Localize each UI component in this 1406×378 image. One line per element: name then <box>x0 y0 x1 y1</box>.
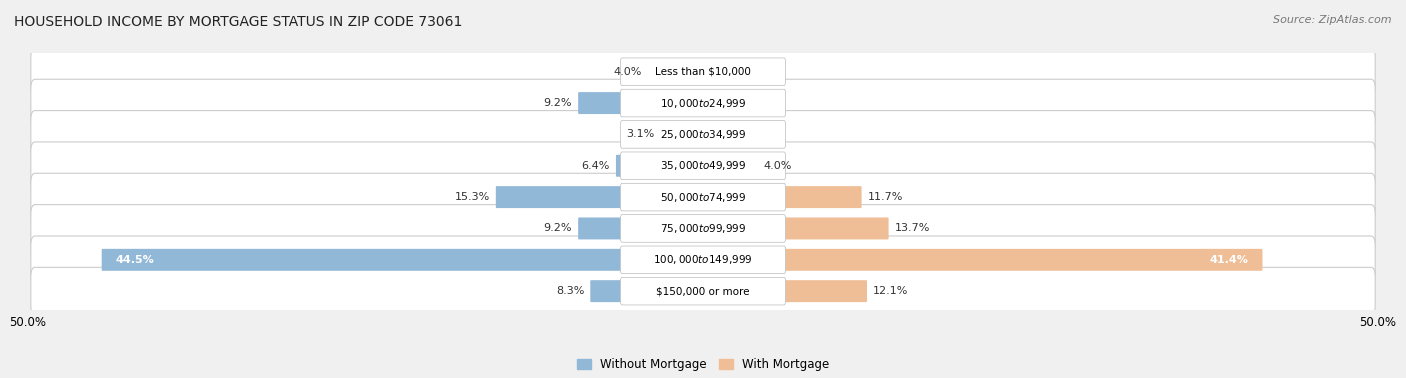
FancyBboxPatch shape <box>703 249 1263 271</box>
FancyBboxPatch shape <box>620 246 786 274</box>
FancyBboxPatch shape <box>620 152 786 180</box>
FancyBboxPatch shape <box>31 142 1375 190</box>
FancyBboxPatch shape <box>31 79 1375 127</box>
Text: 9.2%: 9.2% <box>544 223 572 234</box>
Text: 8.3%: 8.3% <box>555 286 585 296</box>
FancyBboxPatch shape <box>703 186 862 208</box>
Text: 11.7%: 11.7% <box>868 192 903 202</box>
Text: 3.1%: 3.1% <box>626 129 654 139</box>
Text: HOUSEHOLD INCOME BY MORTGAGE STATUS IN ZIP CODE 73061: HOUSEHOLD INCOME BY MORTGAGE STATUS IN Z… <box>14 15 463 29</box>
FancyBboxPatch shape <box>31 236 1375 284</box>
Text: 9.2%: 9.2% <box>544 98 572 108</box>
FancyBboxPatch shape <box>496 186 703 208</box>
Text: Less than $10,000: Less than $10,000 <box>655 67 751 77</box>
Text: $10,000 to $24,999: $10,000 to $24,999 <box>659 96 747 110</box>
Text: 4.0%: 4.0% <box>763 161 792 171</box>
FancyBboxPatch shape <box>31 267 1375 315</box>
FancyBboxPatch shape <box>620 58 786 85</box>
FancyBboxPatch shape <box>703 217 889 239</box>
Legend: Without Mortgage, With Mortgage: Without Mortgage, With Mortgage <box>572 353 834 376</box>
FancyBboxPatch shape <box>616 155 703 177</box>
FancyBboxPatch shape <box>620 89 786 117</box>
FancyBboxPatch shape <box>31 173 1375 221</box>
Text: 4.0%: 4.0% <box>614 67 643 77</box>
Text: $100,000 to $149,999: $100,000 to $149,999 <box>654 253 752 266</box>
Text: $75,000 to $99,999: $75,000 to $99,999 <box>659 222 747 235</box>
Text: 12.1%: 12.1% <box>873 286 908 296</box>
Text: 15.3%: 15.3% <box>454 192 489 202</box>
FancyBboxPatch shape <box>703 280 868 302</box>
Text: 6.4%: 6.4% <box>582 161 610 171</box>
FancyBboxPatch shape <box>31 48 1375 96</box>
FancyBboxPatch shape <box>648 61 703 83</box>
FancyBboxPatch shape <box>31 111 1375 158</box>
Text: $50,000 to $74,999: $50,000 to $74,999 <box>659 191 747 204</box>
FancyBboxPatch shape <box>620 121 786 148</box>
FancyBboxPatch shape <box>620 277 786 305</box>
Text: 13.7%: 13.7% <box>894 223 929 234</box>
FancyBboxPatch shape <box>703 155 758 177</box>
Text: $35,000 to $49,999: $35,000 to $49,999 <box>659 159 747 172</box>
FancyBboxPatch shape <box>101 249 703 271</box>
FancyBboxPatch shape <box>578 217 703 239</box>
FancyBboxPatch shape <box>620 183 786 211</box>
Text: 44.5%: 44.5% <box>115 255 155 265</box>
Text: $25,000 to $34,999: $25,000 to $34,999 <box>659 128 747 141</box>
FancyBboxPatch shape <box>661 124 703 146</box>
FancyBboxPatch shape <box>578 92 703 114</box>
Text: $150,000 or more: $150,000 or more <box>657 286 749 296</box>
Text: 41.4%: 41.4% <box>1209 255 1249 265</box>
Text: Source: ZipAtlas.com: Source: ZipAtlas.com <box>1274 15 1392 25</box>
FancyBboxPatch shape <box>31 204 1375 252</box>
FancyBboxPatch shape <box>620 215 786 242</box>
FancyBboxPatch shape <box>591 280 703 302</box>
